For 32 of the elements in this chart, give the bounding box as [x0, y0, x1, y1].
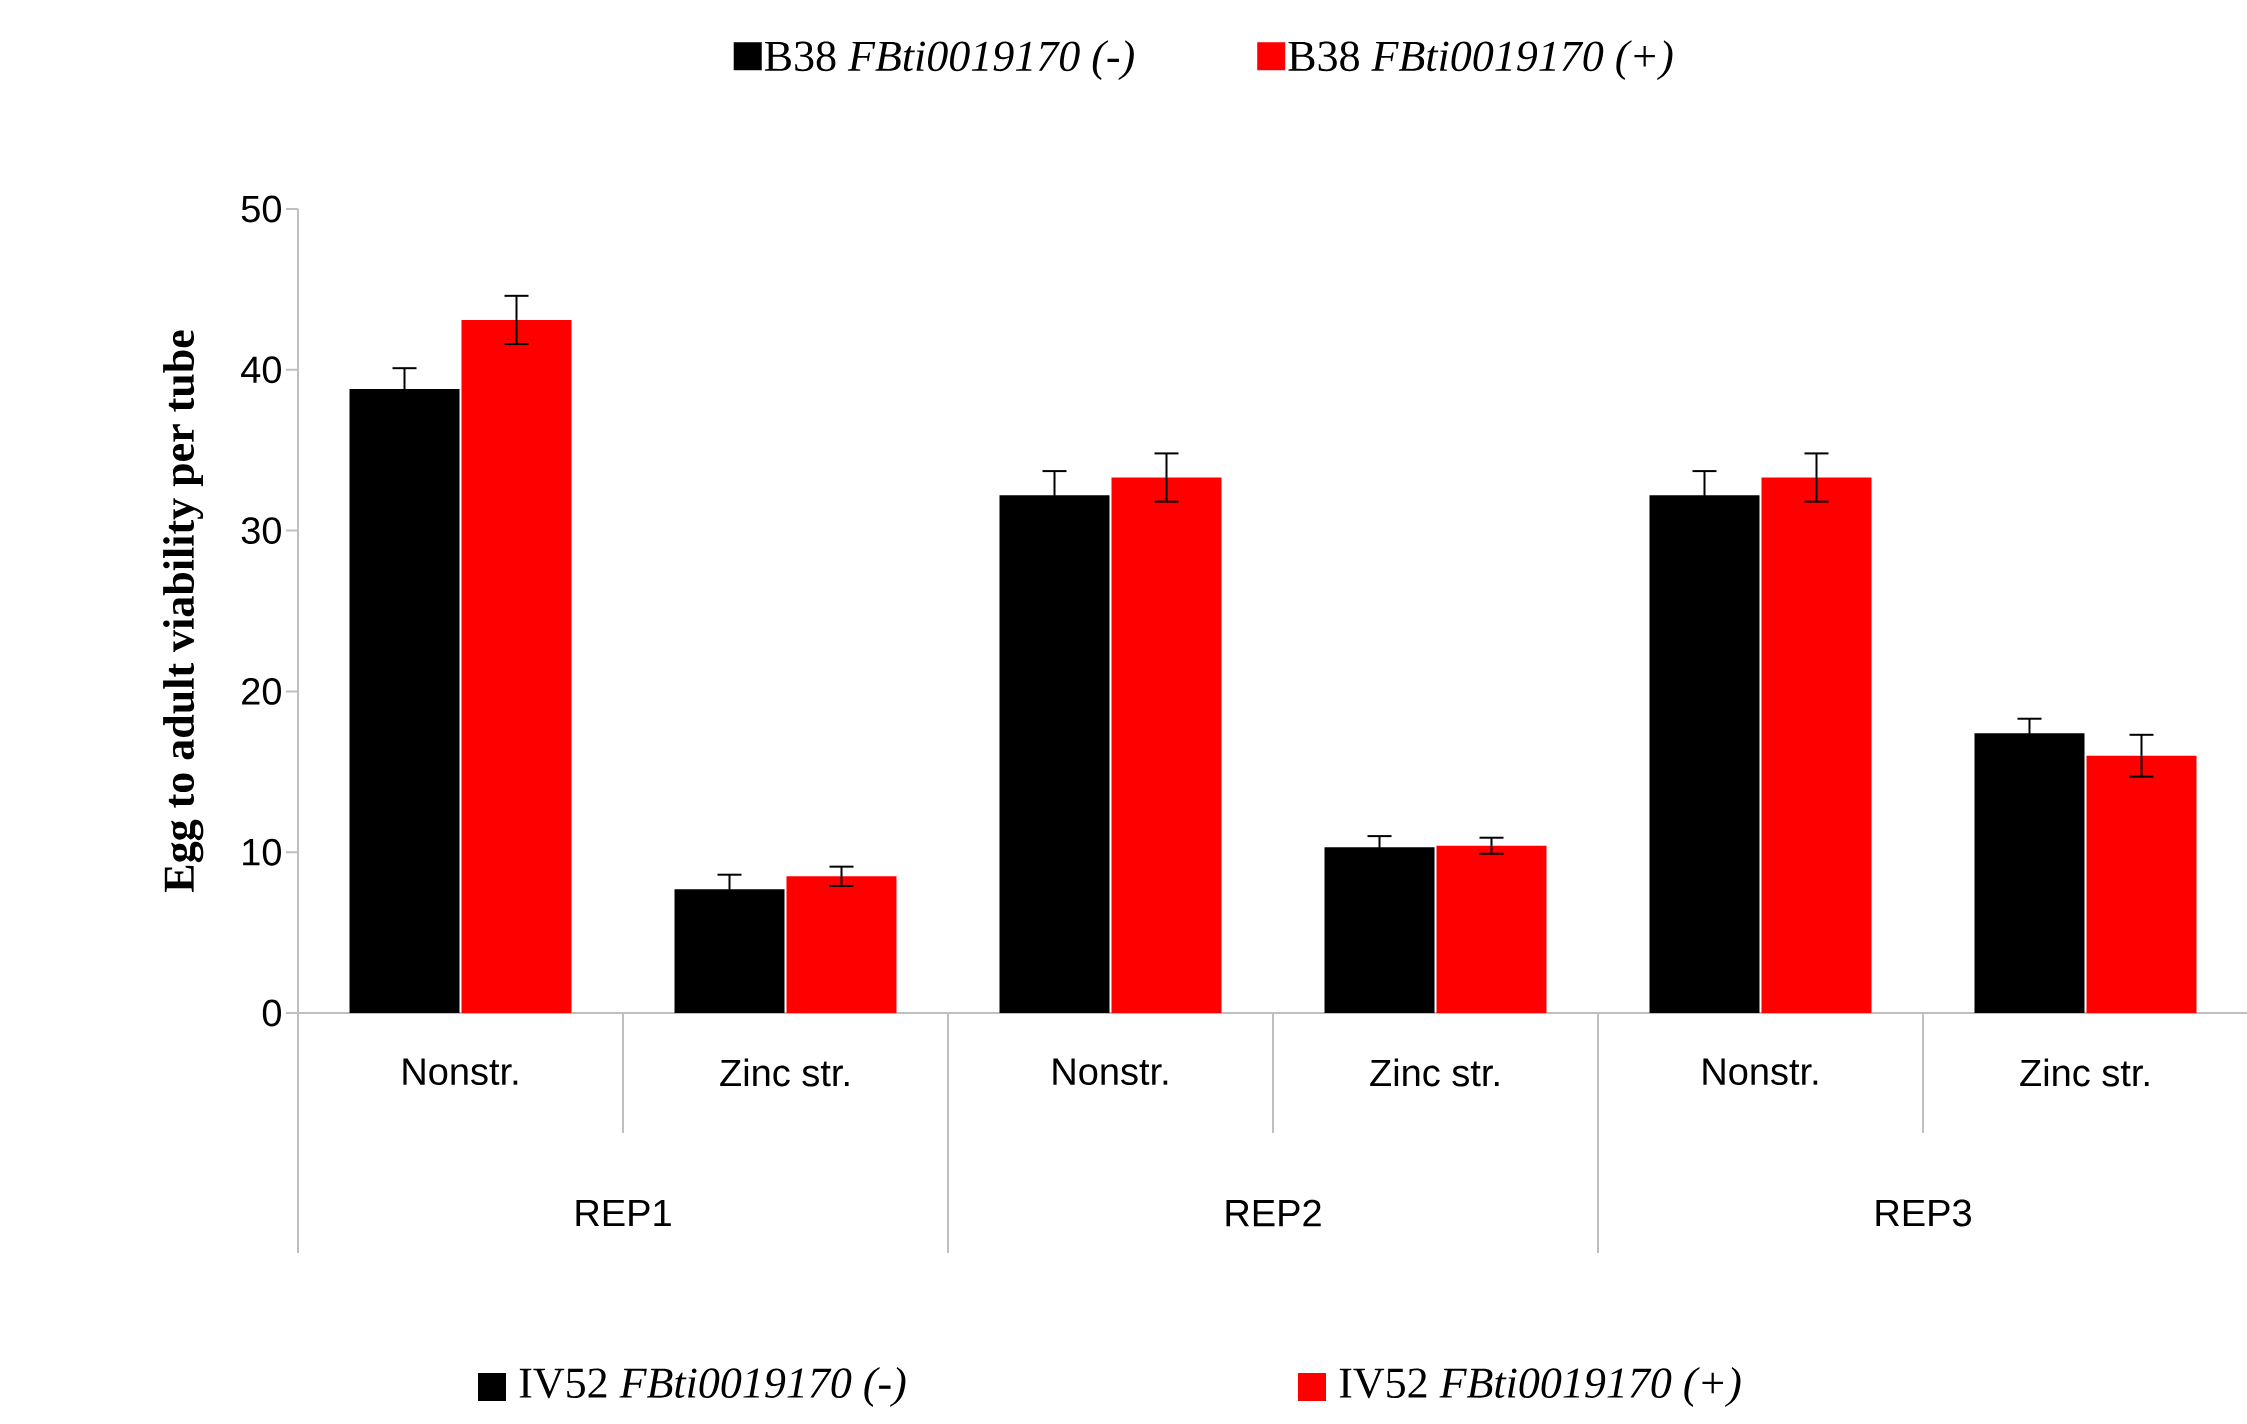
y-tick-label: 30: [241, 517, 281, 545]
bar: [786, 876, 897, 1013]
legend-label: B38 FBti0019170 (+): [1288, 40, 1673, 81]
x-tick-label: Zinc str.: [2020, 1058, 2149, 1087]
bar: [1111, 477, 1222, 1013]
bar: [999, 495, 1110, 1013]
bar: [1761, 477, 1872, 1013]
bar: [1974, 733, 2085, 1013]
bar: [1649, 495, 1760, 1013]
text: REP3: [1876, 1199, 1971, 1227]
y-tick-label: 50: [241, 195, 281, 223]
text: IV52 FBti0019170 (+): [1339, 1367, 1741, 1407]
x-tick-label: Zinc str.: [720, 1058, 849, 1087]
bar: [349, 389, 460, 1013]
bar: [461, 319, 572, 1013]
y-tick-label: 40: [241, 356, 281, 384]
legend-label: B38 FBti0019170 (-): [764, 40, 1134, 81]
y-tick-label: 0: [262, 999, 281, 1027]
bar: [674, 889, 785, 1013]
x-tick-label: Zinc str.: [1370, 1058, 1499, 1087]
bar: [1436, 845, 1547, 1013]
y-tick-label: 10: [243, 838, 281, 866]
x-tick-label: Nonstr.: [403, 1058, 518, 1086]
y-axis-title: Egg to adult viability per tube: [163, 330, 204, 892]
x-tick-label: Nonstr.: [1053, 1058, 1168, 1086]
y-tick-label: 20: [242, 677, 281, 705]
text: REP2: [1226, 1199, 1321, 1227]
text: REP1: [576, 1199, 671, 1227]
bar: [1324, 847, 1435, 1013]
bar: [2086, 755, 2197, 1013]
text: IV52 FBti0019170 (-): [519, 1367, 906, 1407]
x-tick-label: Nonstr.: [1703, 1058, 1818, 1086]
